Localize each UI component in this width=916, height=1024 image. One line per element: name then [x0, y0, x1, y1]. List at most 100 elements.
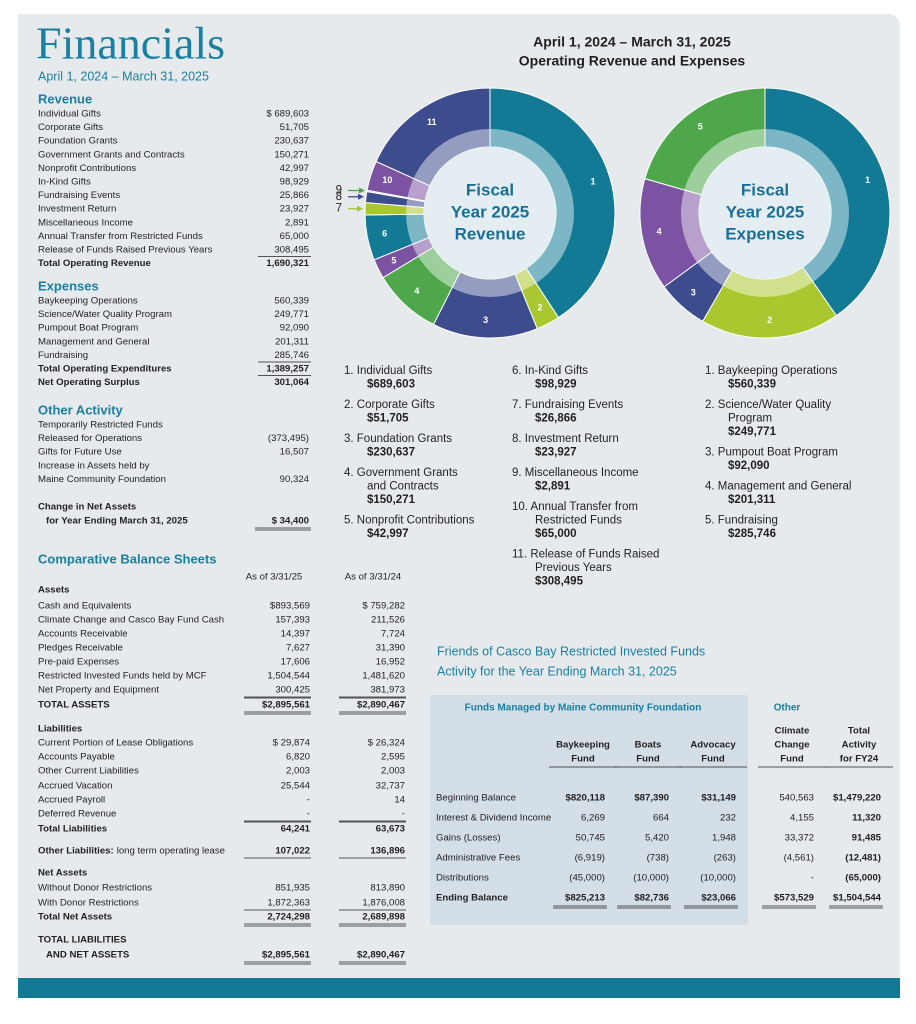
donut-slice [764, 87, 891, 317]
legend-value: $201,311 [728, 494, 776, 506]
legend-value: $23,927 [535, 447, 577, 459]
charts-heading: Operating Revenue and Expenses [519, 53, 746, 69]
row-value: 32,737 [376, 781, 405, 792]
legend-value: $98,929 [535, 379, 577, 391]
legend-label: 10. Annual Transfer from [512, 501, 638, 513]
row-value: (10,000) [700, 873, 736, 884]
row-label: Total Net Assets [38, 912, 112, 923]
row-label: Increase in Assets held by [38, 460, 150, 471]
row-label: Miscellaneous Income [38, 217, 133, 228]
funds-title: Friends of Casco Bay Restricted Invested… [437, 644, 705, 658]
group-header: Funds Managed by Maine Community Foundat… [465, 703, 702, 714]
slice-label: 5 [698, 122, 703, 132]
row-value: 23,927 [280, 204, 309, 215]
slice-label: 3 [483, 315, 488, 325]
slice-label: 7 [336, 203, 342, 215]
row-label: TOTAL LIABILITIES [38, 935, 127, 946]
legend-value: $689,603 [367, 379, 415, 391]
row-value: 14,397 [281, 629, 310, 640]
column-header: Total [848, 726, 870, 737]
row-value: 1,389,257 [266, 364, 309, 375]
row-label: Fundraising [38, 350, 88, 361]
row-value: (738) [647, 853, 669, 864]
center-label: Year 2025 [451, 202, 529, 221]
row-value: 11,320 [852, 813, 881, 824]
row-value: 851,935 [275, 883, 310, 894]
row-value: 150,271 [274, 149, 309, 160]
row-value: 16,952 [376, 657, 405, 668]
row-label: Nonprofit Contributions [38, 163, 136, 174]
row-label: Assets [38, 585, 69, 596]
row-label: Distributions [436, 873, 489, 884]
slice-label: 2 [537, 303, 542, 313]
row-label: for Year Ending March 31, 2025 [46, 516, 188, 527]
row-value: 42,997 [280, 163, 309, 174]
slice-label: 11 [427, 117, 437, 127]
row-value: $820,118 [566, 793, 606, 804]
row-label: Accrued Vacation [38, 781, 112, 792]
row-value: 1,504,544 [267, 671, 310, 682]
row-label: Management and General [38, 336, 149, 347]
row-value: 201,311 [275, 336, 309, 347]
row-value: $ 29,874 [273, 738, 311, 749]
row-label: Pre-paid Expenses [38, 657, 119, 668]
row-label: Interest & Dividend Income [436, 813, 551, 824]
column-header: Boats [635, 740, 662, 751]
row-value: 2,689,898 [362, 912, 405, 923]
row-label: Temporarily Restricted Funds [38, 420, 163, 431]
column-header: for FY24 [840, 754, 879, 765]
row-value: 1,948 [712, 833, 736, 844]
section-heading: Expenses [38, 278, 99, 293]
legend-label: 11. Release of Funds Raised [512, 549, 659, 561]
row-label: Other Current Liabilities [38, 766, 139, 777]
row-label: With Donor Restrictions [38, 898, 139, 909]
row-label: Pumpout Boat Program [38, 323, 138, 334]
row-label: Other Liabilities: [38, 846, 114, 857]
balance-title: Comparative Balance Sheets [38, 551, 216, 566]
column-header: Fund [636, 754, 660, 765]
row-label: Investment Return [38, 204, 116, 215]
section-heading: Revenue [38, 91, 92, 106]
legend-label: 7. Fundraising Events [512, 399, 623, 411]
row-value: 136,896 [370, 846, 405, 857]
row-label: Released for Operations [38, 433, 142, 444]
row-value: $2,895,561 [262, 950, 311, 961]
row-label: Total Operating Revenue [38, 258, 151, 269]
row-label: Gifts for Future Use [38, 447, 122, 458]
row-value: 2,724,298 [267, 912, 310, 923]
row-label: Corporate Gifts [38, 122, 103, 133]
row-value: - [307, 809, 310, 820]
page-subtitle: April 1, 2024 – March 31, 2025 [38, 69, 209, 83]
row-label: Without Donor Restrictions [38, 883, 152, 894]
row-label: Gains (Losses) [436, 833, 501, 844]
row-label: Ending Balance [436, 893, 508, 904]
legend-label: 4. Government Grants [344, 467, 458, 479]
row-value: 51,705 [280, 122, 309, 133]
row-value: 249,771 [274, 309, 309, 320]
row-value: 1,690,321 [266, 258, 309, 269]
center-label: Revenue [455, 224, 526, 243]
legend-value: $150,271 [367, 494, 416, 506]
row-label: Current Portion of Lease Obligations [38, 738, 193, 749]
row-value: 211,526 [371, 615, 405, 626]
row-value: 2,891 [285, 217, 309, 228]
legend-label: 1. Individual Gifts [344, 365, 432, 377]
row-label: Government Grants and Contracts [38, 149, 185, 160]
row-label: Deferred Revenue [38, 809, 116, 820]
row-value: 5,420 [645, 833, 669, 844]
legend-value: $230,637 [367, 447, 415, 459]
row-value: 1,481,620 [362, 671, 405, 682]
row-value: 63,673 [376, 824, 405, 835]
row-value: 31,390 [376, 643, 405, 654]
page-title: Financials [36, 18, 225, 69]
slice-label: 1 [865, 175, 870, 185]
row-value: 230,637 [274, 136, 309, 147]
legend-label: 2. Corporate Gifts [344, 399, 435, 411]
column-header: Fund [701, 754, 725, 765]
row-value: (373,495) [268, 433, 309, 444]
row-value: $82,736 [634, 893, 669, 904]
row-value: $87,390 [634, 793, 669, 804]
row-value: $ 34,400 [272, 516, 309, 527]
row-label: Accounts Payable [38, 752, 115, 763]
